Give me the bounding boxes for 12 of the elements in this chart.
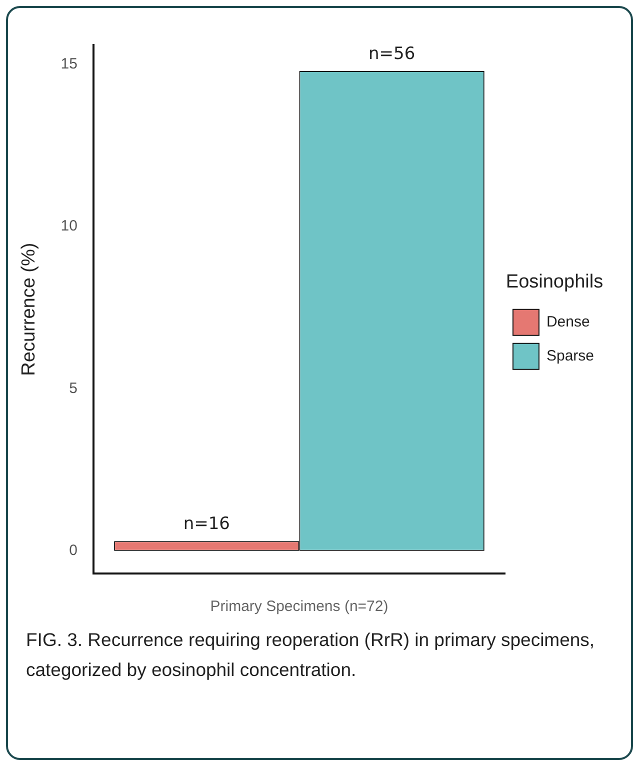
y-tick-label: 15: [60, 56, 78, 73]
caption: FIG. 3. Recurrence requiring reoperation (RrR) in primary specimens, categorized by eosinophil concentration.: [26, 628, 596, 682]
x-axis-title: Primary Specimens (n=72): [210, 598, 388, 616]
annotation: n=16: [183, 514, 230, 534]
annotation: n=56: [368, 44, 416, 64]
legend-title: Eosinophils: [506, 271, 604, 292]
legend-label: Sparse: [546, 348, 594, 365]
y-tick-label: 5: [69, 380, 78, 397]
legend-label: Dense: [546, 314, 590, 331]
y-tick-label: 0: [69, 542, 78, 560]
y-tick-label: 10: [60, 218, 78, 235]
y-axis-title: Recurrence (%): [18, 242, 40, 376]
